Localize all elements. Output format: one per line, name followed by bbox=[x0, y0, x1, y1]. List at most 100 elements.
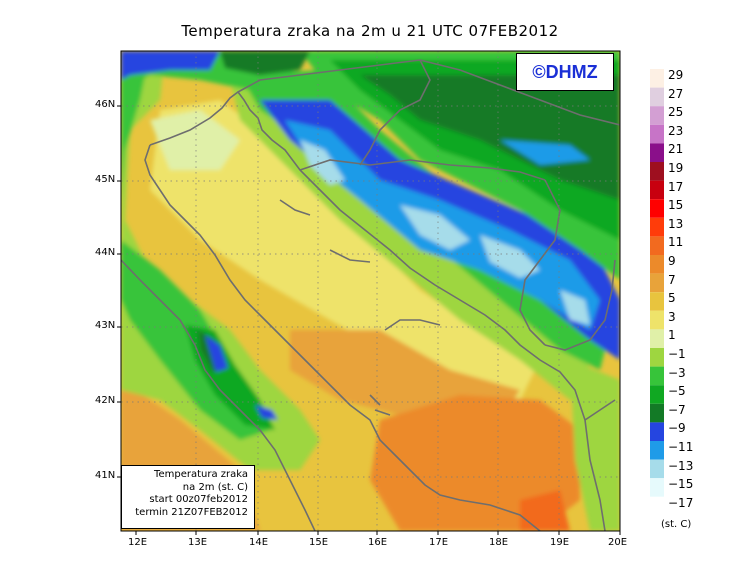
lat-tick-46n: 46N bbox=[95, 99, 116, 110]
legend-label: 15 bbox=[668, 198, 684, 213]
legend-swatch bbox=[650, 403, 664, 423]
legend-label: −17 bbox=[668, 495, 694, 510]
lat-tick-41n: 41N bbox=[95, 470, 116, 481]
legend-label: 27 bbox=[668, 86, 684, 101]
lon-tick-18e: 18E bbox=[489, 537, 509, 548]
legend-label: −5 bbox=[668, 384, 686, 399]
field-south-adriatic bbox=[370, 395, 580, 531]
legend-label: −9 bbox=[668, 421, 686, 436]
legend-label: 25 bbox=[668, 105, 684, 120]
coastline-italy-west bbox=[121, 259, 316, 531]
field-adriatic bbox=[150, 100, 540, 400]
legend-swatch bbox=[650, 180, 664, 200]
legend-label: 13 bbox=[668, 216, 684, 231]
field-dinaric-cold2 bbox=[480, 235, 540, 278]
field-alps-dark bbox=[220, 51, 310, 75]
legend-label: 5 bbox=[668, 291, 676, 306]
legend-label: −7 bbox=[668, 402, 686, 417]
dhmz-logo: ©DHMZ bbox=[516, 53, 614, 91]
coastlines bbox=[121, 59, 620, 531]
border-croatia-north bbox=[299, 159, 546, 181]
field-south-hot bbox=[520, 490, 570, 531]
legend-label: 19 bbox=[668, 161, 684, 175]
legend-swatch bbox=[650, 273, 664, 293]
lon-tick-16e: 16E bbox=[368, 537, 388, 548]
info-line-3: start 00z07feb2012 bbox=[149, 494, 248, 505]
field-alps-blue bbox=[121, 51, 220, 80]
lat-tick-42n: 42N bbox=[95, 395, 116, 406]
field-apennines-cold bbox=[205, 335, 228, 372]
coastline-gargano bbox=[369, 394, 391, 416]
legend-label: 1 bbox=[668, 328, 676, 343]
lon-tick-20e: 20E bbox=[608, 537, 628, 548]
legend-swatch bbox=[650, 69, 664, 88]
legend-label: 3 bbox=[668, 309, 676, 324]
legend-swatch bbox=[650, 478, 664, 497]
border-slovenia bbox=[359, 59, 431, 166]
legend-label: −11 bbox=[668, 440, 694, 454]
info-line-1: Temperatura zraka bbox=[154, 469, 248, 480]
legend-label: 21 bbox=[668, 142, 684, 157]
legend-label: −3 bbox=[668, 365, 686, 380]
legend-label: 29 bbox=[668, 68, 684, 82]
map-title: Temperatura zraka na 2m u 21 UTC 07FEB20… bbox=[181, 22, 559, 40]
legend-swatch bbox=[650, 143, 664, 162]
field-dinaric-cold3 bbox=[560, 290, 590, 325]
legend-swatch bbox=[650, 255, 664, 274]
legend-swatch bbox=[650, 422, 664, 441]
legend-swatch bbox=[650, 348, 664, 367]
field-north-italy bbox=[121, 51, 150, 200]
border-montenegro bbox=[544, 259, 616, 351]
map-frame bbox=[120, 50, 621, 532]
legend-swatch bbox=[650, 162, 664, 181]
field-ne-cold bbox=[500, 140, 590, 165]
legend-swatch bbox=[650, 329, 664, 348]
legend-swatch bbox=[650, 292, 664, 311]
lon-tick-13e: 13E bbox=[188, 537, 208, 548]
axis-ticks bbox=[117, 105, 621, 535]
info-line-4: termin 21Z07FEB2012 bbox=[135, 506, 248, 518]
legend-label: 23 bbox=[668, 123, 684, 138]
lon-tick-14e: 14E bbox=[249, 537, 269, 548]
legend-label: −13 bbox=[668, 458, 694, 473]
legend-swatch bbox=[650, 459, 664, 479]
border-albania bbox=[584, 399, 616, 421]
legend-swatch bbox=[650, 199, 664, 218]
legend-label: −1 bbox=[668, 347, 686, 361]
lon-tick-19e: 19E bbox=[550, 537, 570, 548]
field-gulf-venice bbox=[150, 110, 240, 170]
legend-label: 7 bbox=[668, 272, 676, 287]
legend-swatch bbox=[650, 441, 664, 460]
legend-swatch bbox=[650, 236, 664, 255]
field-dinaric-cold1 bbox=[400, 205, 470, 250]
coastline-east-adriatic bbox=[149, 90, 606, 531]
legend-swatch bbox=[650, 106, 664, 125]
legend-swatch bbox=[650, 496, 664, 516]
lat-tick-45n: 45N bbox=[95, 174, 116, 185]
legend-swatch bbox=[650, 87, 664, 107]
lat-tick-44n: 44N bbox=[95, 247, 116, 258]
legend-swatch bbox=[650, 124, 664, 144]
lon-tick-12e: 12E bbox=[128, 537, 148, 548]
legend-label: 9 bbox=[668, 254, 676, 268]
info-line-2: na 2m (st. C) bbox=[182, 481, 248, 493]
lon-tick-15e: 15E bbox=[309, 537, 329, 548]
legend-label: 11 bbox=[668, 235, 684, 250]
lat-tick-43n: 43N bbox=[95, 320, 116, 331]
lon-tick-17e: 17E bbox=[429, 537, 449, 548]
info-box: Temperatura zraka na 2m (st. C) start 00… bbox=[121, 465, 255, 529]
color-legend bbox=[650, 69, 664, 516]
legend-swatch bbox=[650, 366, 664, 386]
field-albania bbox=[570, 360, 620, 531]
legend-unit: (st. C) bbox=[661, 519, 692, 530]
legend-label: −15 bbox=[668, 477, 694, 492]
legend-swatch bbox=[650, 385, 664, 404]
legend-swatch bbox=[650, 217, 664, 237]
legend-swatch bbox=[650, 310, 664, 330]
coastline-italy-east bbox=[144, 144, 541, 531]
border-alps bbox=[237, 59, 421, 93]
coastline-islands bbox=[279, 199, 441, 331]
field-apennines-cold2 bbox=[255, 405, 278, 420]
legend-label: 17 bbox=[668, 179, 684, 194]
